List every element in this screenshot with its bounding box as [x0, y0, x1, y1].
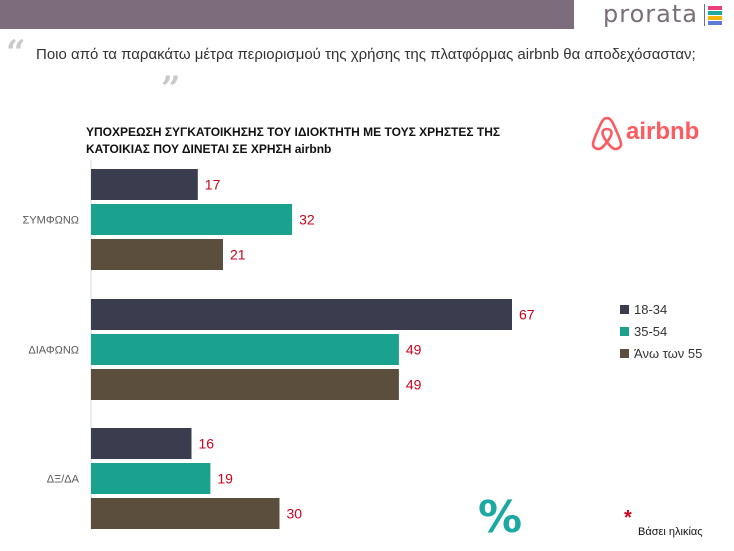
brand-name: prorata — [603, 0, 698, 28]
data-label: 19 — [217, 471, 233, 487]
bar — [91, 239, 223, 270]
percent-icon: % — [478, 492, 523, 543]
close-quote-icon: ” — [161, 69, 181, 109]
data-label: 67 — [519, 307, 535, 323]
open-quote-icon: “ — [6, 33, 26, 73]
legend-swatch — [620, 327, 629, 336]
data-label: 30 — [287, 506, 303, 522]
airbnb-wordmark: airbnb — [626, 118, 700, 145]
bar — [91, 334, 399, 365]
bar — [91, 463, 211, 494]
brand-logo: prorata — [574, 0, 734, 29]
data-label: 21 — [230, 247, 246, 263]
brand-stripes-icon — [708, 6, 722, 25]
legend-swatch — [620, 349, 629, 358]
airbnb-logo: airbnb — [590, 115, 699, 155]
bar — [91, 369, 399, 400]
legend-swatch — [620, 305, 629, 314]
airbnb-belo-icon — [591, 116, 623, 151]
bar — [91, 498, 280, 529]
category-label: ΔΙΑΦΩΝΩ — [28, 345, 79, 357]
legend-label: 18-34 — [634, 302, 668, 317]
bar — [91, 428, 192, 459]
footnote: Βάσει ηλικίας — [638, 526, 703, 538]
data-label: 16 — [199, 436, 215, 452]
category-label: ΔΞ/ΔΑ — [47, 474, 80, 486]
data-label: 49 — [406, 342, 422, 358]
bar — [91, 169, 198, 200]
bar — [91, 204, 293, 235]
legend-label: 35-54 — [634, 324, 668, 339]
legend-label: Άνω των 55 — [634, 346, 703, 361]
asterisk-icon: * — [624, 507, 632, 529]
category-label: ΣΥΜΦΩΝΩ — [23, 215, 79, 227]
survey-question: Ποιο από τα παρακάτω μέτρα περιορισμού τ… — [36, 46, 696, 63]
brand-separator — [704, 4, 705, 26]
bar — [91, 299, 512, 330]
data-label: 49 — [406, 377, 422, 393]
data-label: 32 — [299, 212, 315, 228]
chart-title: ΥΠΟΧΡΕΩΣΗ ΣΥΓΚΑΤΟΙΚΗΣΗΣ ΤΟΥ ΙΔΙΟΚΤΗΤΗ ΜΕ… — [86, 125, 501, 156]
data-label: 17 — [205, 177, 221, 193]
